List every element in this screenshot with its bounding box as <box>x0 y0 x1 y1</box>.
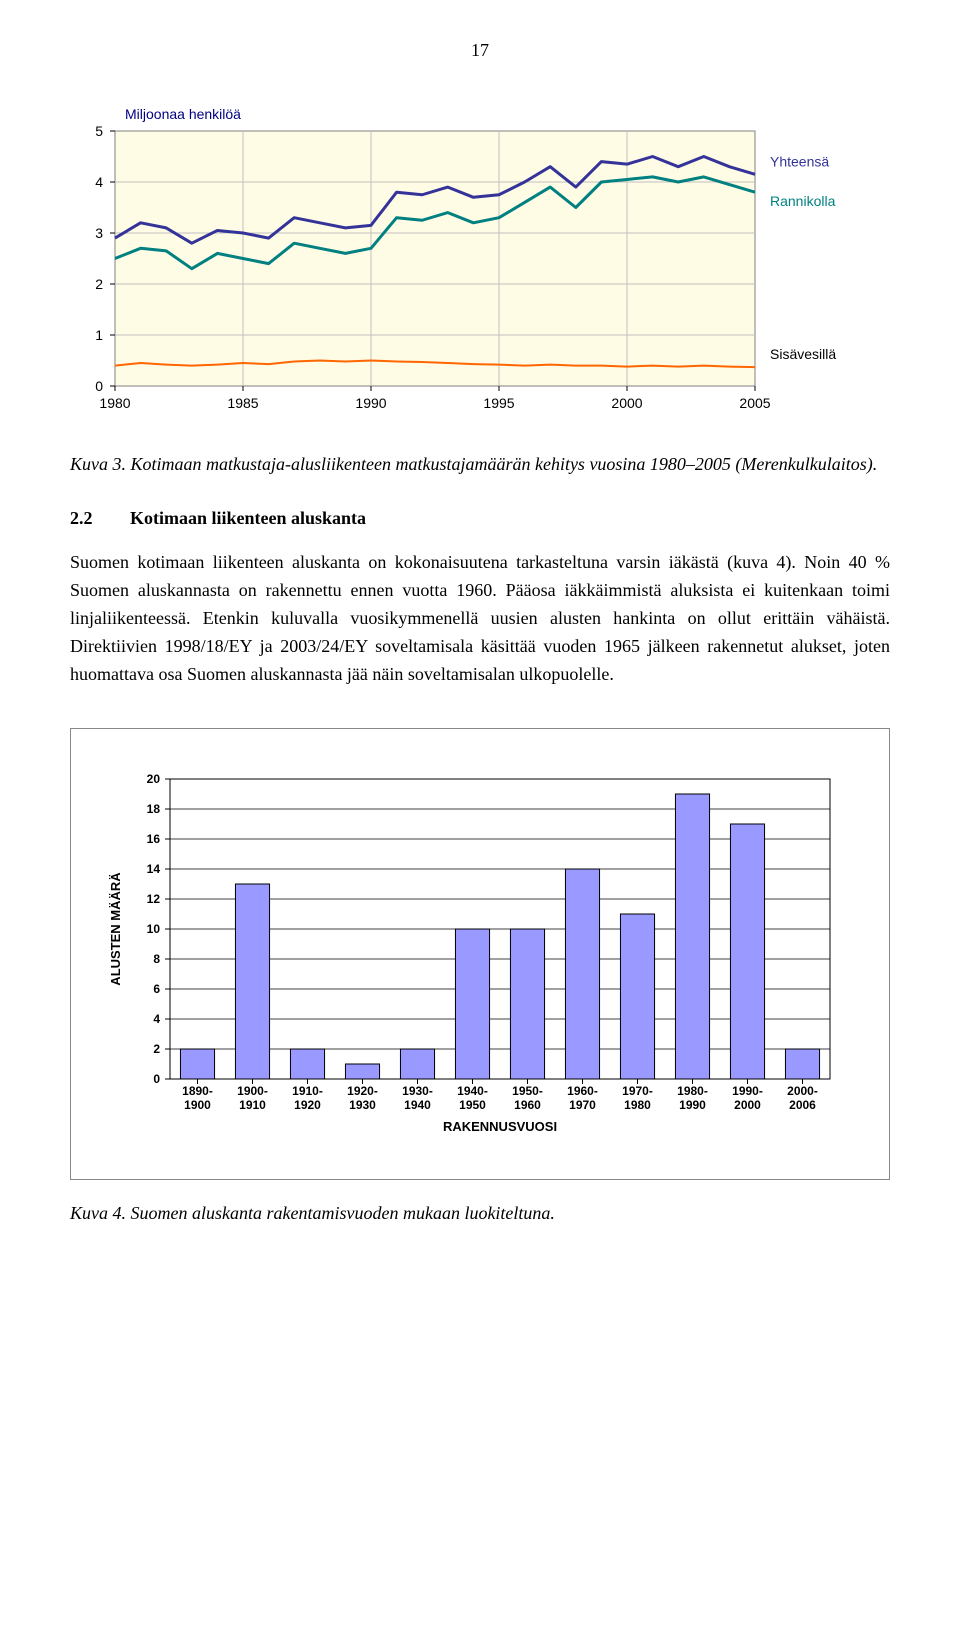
body-paragraph: Suomen kotimaan liikenteen aluskanta on … <box>70 549 890 688</box>
svg-text:Miljoonaa henkilöä: Miljoonaa henkilöä <box>125 106 241 122</box>
section-heading: 2.2Kotimaan liikenteen aluskanta <box>70 508 890 529</box>
svg-text:10: 10 <box>147 922 161 936</box>
svg-text:1: 1 <box>95 327 103 343</box>
svg-text:1910: 1910 <box>239 1098 266 1112</box>
svg-text:0: 0 <box>95 378 103 394</box>
svg-text:1940: 1940 <box>404 1098 431 1112</box>
svg-text:1960-: 1960- <box>567 1084 598 1098</box>
svg-text:1920: 1920 <box>294 1098 321 1112</box>
svg-text:2006: 2006 <box>789 1098 816 1112</box>
svg-text:1970: 1970 <box>569 1098 596 1112</box>
page-number: 17 <box>70 40 890 61</box>
svg-text:0: 0 <box>153 1072 160 1086</box>
svg-text:2000: 2000 <box>611 395 642 411</box>
svg-text:1900-: 1900- <box>237 1084 268 1098</box>
figure-4-caption: Kuva 4. Suomen aluskanta rakentamisvuode… <box>70 1200 890 1227</box>
svg-text:1970-: 1970- <box>622 1084 653 1098</box>
svg-text:8: 8 <box>153 952 160 966</box>
svg-text:2000: 2000 <box>734 1098 761 1112</box>
svg-text:1985: 1985 <box>227 395 258 411</box>
svg-text:2000-: 2000- <box>787 1084 818 1098</box>
svg-text:1980-: 1980- <box>677 1084 708 1098</box>
svg-text:1930-: 1930- <box>402 1084 433 1098</box>
bar-chart: 0 2 4 6 8 10 12 14 16 18 20 1890-1900 1900-1910 1910-… <box>100 759 860 1159</box>
svg-text:1890-: 1890- <box>182 1084 213 1098</box>
caption-prefix: Kuva 3. <box>70 454 131 474</box>
section-number: 2.2 <box>70 508 130 529</box>
svg-text:1900: 1900 <box>184 1098 211 1112</box>
line-chart: 0 1 2 3 4 5 1980 1985 1990 1995 2000 2005 Miljoonaa … <box>70 91 890 431</box>
svg-text:Sisävesillä: Sisävesillä <box>770 346 836 362</box>
svg-text:4: 4 <box>153 1012 160 1026</box>
svg-text:5: 5 <box>95 123 103 139</box>
svg-text:12: 12 <box>147 892 161 906</box>
svg-text:3: 3 <box>95 225 103 241</box>
svg-text:Rannikolla: Rannikolla <box>770 193 836 209</box>
svg-text:1950: 1950 <box>459 1098 486 1112</box>
svg-text:1990-: 1990- <box>732 1084 763 1098</box>
section-title: Kotimaan liikenteen aluskanta <box>130 508 366 528</box>
svg-text:6: 6 <box>153 982 160 996</box>
svg-text:2005: 2005 <box>739 395 770 411</box>
svg-text:1960: 1960 <box>514 1098 541 1112</box>
svg-text:1980: 1980 <box>624 1098 651 1112</box>
svg-text:18: 18 <box>147 802 161 816</box>
svg-text:ALUSTEN MÄÄRÄ: ALUSTEN MÄÄRÄ <box>108 872 123 986</box>
svg-text:2: 2 <box>153 1042 160 1056</box>
svg-text:1920-: 1920- <box>347 1084 378 1098</box>
svg-text:1990: 1990 <box>355 395 386 411</box>
line-chart-svg: 0 1 2 3 4 5 1980 1985 1990 1995 2000 2005 Miljoonaa … <box>70 91 890 431</box>
bar-chart-container: 0 2 4 6 8 10 12 14 16 18 20 1890-1900 1900-1910 1910-… <box>70 728 890 1180</box>
svg-text:1940-: 1940- <box>457 1084 488 1098</box>
svg-text:4: 4 <box>95 174 103 190</box>
svg-text:1950-: 1950- <box>512 1084 543 1098</box>
svg-text:2: 2 <box>95 276 103 292</box>
figure-3-caption: Kuva 3. Kotimaan matkustaja-alusliikente… <box>70 451 890 478</box>
svg-text:1990: 1990 <box>679 1098 706 1112</box>
svg-text:1930: 1930 <box>349 1098 376 1112</box>
svg-text:1995: 1995 <box>483 395 514 411</box>
caption-prefix: Kuva 4. <box>70 1203 131 1223</box>
svg-text:RAKENNUSVUOSI: RAKENNUSVUOSI <box>443 1119 557 1134</box>
bar-chart-svg: 0 2 4 6 8 10 12 14 16 18 20 1890-1900 1900-1910 1910-… <box>100 759 860 1159</box>
svg-text:Yhteensä: Yhteensä <box>770 153 829 169</box>
svg-text:1980: 1980 <box>99 395 130 411</box>
svg-text:16: 16 <box>147 832 161 846</box>
caption-text: Suomen aluskanta rakentamisvuoden mukaan… <box>131 1203 555 1223</box>
page: 17 012345198019851990199520002005Miljoon… <box>0 0 960 1317</box>
svg-text:20: 20 <box>147 772 161 786</box>
caption-text: Kotimaan matkustaja-alusliikenteen matku… <box>131 454 878 474</box>
svg-text:14: 14 <box>147 862 161 876</box>
svg-text:1910-: 1910- <box>292 1084 323 1098</box>
